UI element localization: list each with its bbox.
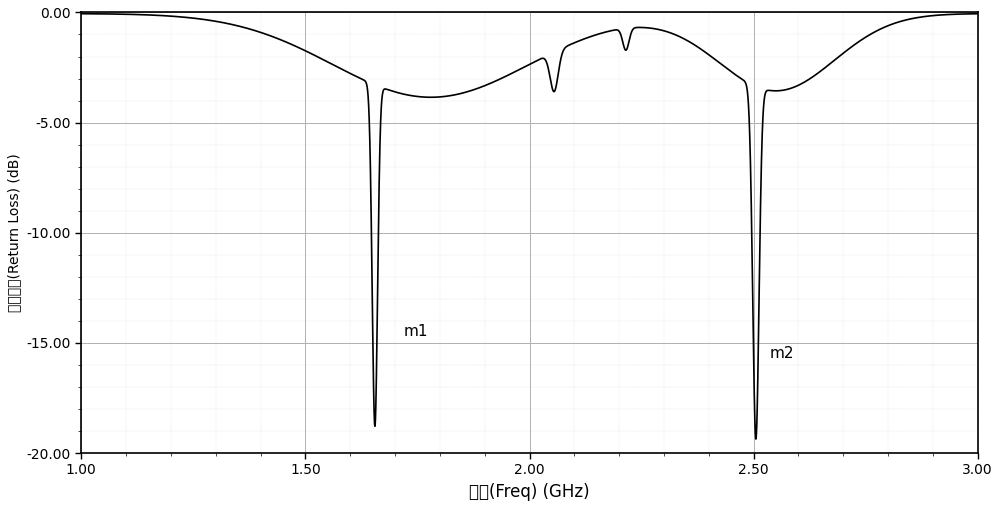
- Text: m2: m2: [769, 346, 794, 361]
- Text: m1: m1: [404, 324, 429, 339]
- Y-axis label: 回波损耗(Return Loss) (dB): 回波损耗(Return Loss) (dB): [7, 153, 21, 312]
- X-axis label: 频率(Freq) (GHz): 频率(Freq) (GHz): [469, 483, 590, 501]
